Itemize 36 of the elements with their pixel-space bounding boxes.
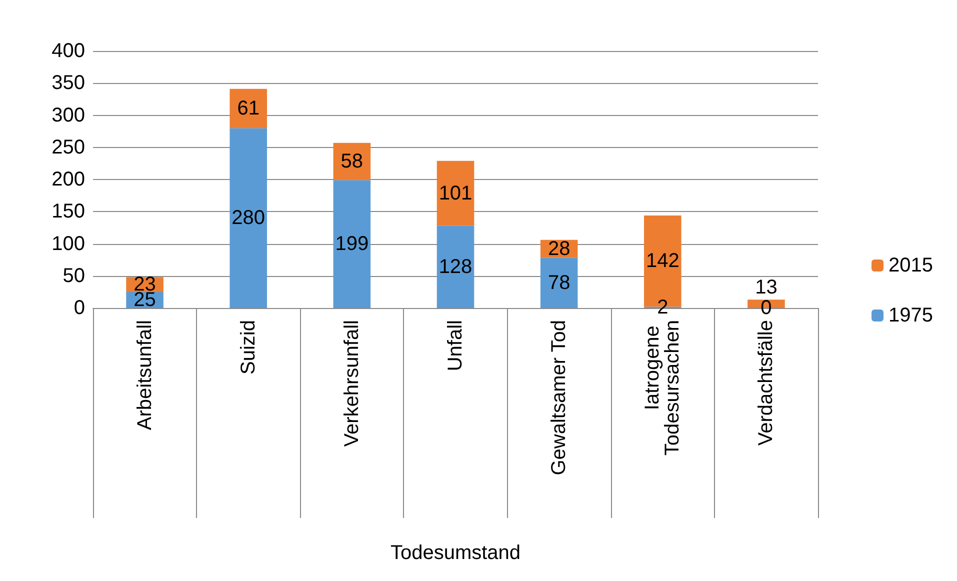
y-tick-label: 250 <box>52 136 85 158</box>
data-label: 280 <box>232 207 266 230</box>
data-label: 61 <box>237 98 260 120</box>
data-label: 199 <box>335 233 369 256</box>
legend-label: 1975 <box>888 304 934 326</box>
data-label: 58 <box>340 150 364 173</box>
data-label: 78 <box>548 272 570 294</box>
x-tick-label: Verdachtsfälle <box>755 320 778 446</box>
bar <box>230 88 267 128</box>
bar <box>436 226 474 308</box>
bar <box>230 128 267 308</box>
data-label: 0 <box>760 297 772 319</box>
x-axis-title: Todesumstand <box>390 542 521 564</box>
x-tick-label: Unfall <box>444 320 466 372</box>
y-tick-label: 200 <box>52 168 85 190</box>
y-tick-label: 300 <box>52 104 85 126</box>
bar <box>540 258 578 308</box>
x-tick-label: Arbeitsunfall <box>134 320 156 430</box>
y-tick-label: 0 <box>74 297 85 319</box>
x-tick-label: Gewaltsamer Tod <box>548 320 570 476</box>
y-tick-label: 150 <box>52 200 85 223</box>
bar <box>436 160 474 226</box>
y-tick-label: 350 <box>52 72 85 94</box>
y-tick-label: 100 <box>52 232 85 255</box>
data-label: 28 <box>548 238 570 260</box>
data-label: 142 <box>646 250 680 272</box>
y-tick-label: 50 <box>62 264 85 287</box>
data-label: 128 <box>438 256 472 278</box>
data-label: 101 <box>438 182 472 204</box>
data-label: 13 <box>755 276 778 299</box>
x-tick-label: Verkehrsunfall <box>340 320 363 447</box>
bar <box>333 180 371 308</box>
x-tick-label: Iatrogene Todesursachen <box>642 320 684 456</box>
y-tick-label: 400 <box>52 40 85 62</box>
x-tick-label: Suizid <box>237 320 260 374</box>
legend-label: 2015 <box>888 254 934 276</box>
